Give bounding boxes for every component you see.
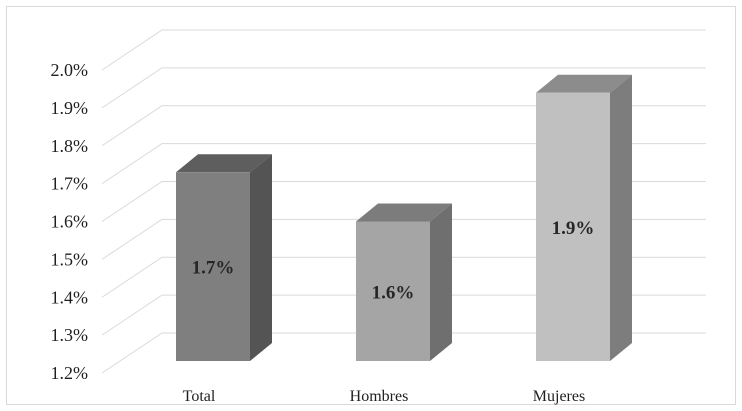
data-label-hombres: 1.6% bbox=[372, 282, 415, 303]
y-tick-label: 1.9% bbox=[51, 98, 89, 118]
bar-side bbox=[250, 154, 272, 361]
gridline bbox=[101, 67, 706, 109]
bar-top bbox=[176, 154, 272, 173]
y-tick-label: 1.3% bbox=[51, 325, 89, 345]
gridline bbox=[101, 181, 706, 222]
gridline bbox=[101, 332, 706, 374]
y-tick-label: 1.6% bbox=[51, 212, 89, 232]
data-label-mujeres: 1.9% bbox=[552, 218, 595, 239]
data-label-total: 1.7% bbox=[192, 258, 235, 279]
y-tick-label: 2.0% bbox=[51, 60, 89, 80]
gridline bbox=[101, 294, 706, 336]
y-tick-label: 1.5% bbox=[51, 249, 89, 269]
bar-front bbox=[536, 92, 610, 361]
x-axis-categories: Total Hombres Mujeres bbox=[183, 388, 586, 405]
y-tick-label: 1.7% bbox=[51, 174, 89, 194]
bar-hombres bbox=[356, 203, 452, 361]
bar-top bbox=[536, 74, 632, 93]
y-tick-label: 1.8% bbox=[51, 136, 89, 156]
category-label-hombres: Hombres bbox=[350, 388, 409, 405]
bar-front bbox=[176, 172, 250, 361]
data-labels: 1.7% 1.6% 1.9% bbox=[192, 218, 595, 303]
gridline bbox=[101, 256, 706, 298]
y-tick-label: 1.4% bbox=[51, 287, 89, 307]
bar-total bbox=[176, 154, 272, 361]
bar-side bbox=[610, 74, 632, 361]
bar-top bbox=[356, 203, 452, 222]
bar-front bbox=[356, 221, 430, 361]
y-tick-label: 1.2% bbox=[51, 363, 89, 383]
category-label-total: Total bbox=[183, 388, 216, 405]
gridline bbox=[101, 143, 706, 185]
bars bbox=[176, 74, 632, 361]
bar-side bbox=[430, 203, 452, 361]
category-label-mujeres: Mujeres bbox=[533, 388, 585, 405]
y-axis-ticks: 1.2% 1.3% 1.4% 1.5% 1.6% 1.7% 1.8% 1.9% 2.0% bbox=[51, 60, 89, 383]
gridlines bbox=[101, 29, 706, 374]
gridline bbox=[101, 105, 706, 147]
bar-mujeres bbox=[536, 74, 632, 361]
gridline bbox=[101, 29, 706, 71]
gridline bbox=[101, 218, 706, 260]
